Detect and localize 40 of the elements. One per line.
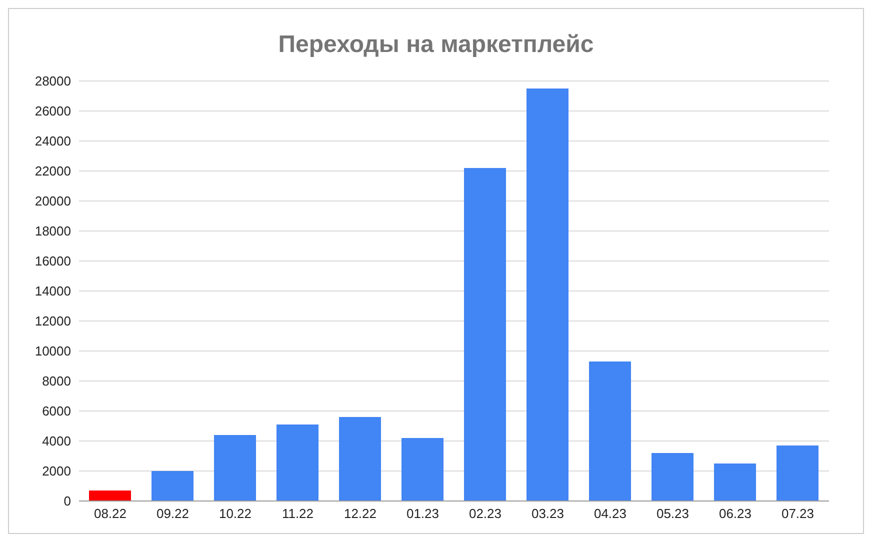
x-tick-label: 06.23: [718, 506, 752, 522]
x-tick-label: 11.22: [282, 506, 314, 522]
y-tick-label: 4000: [42, 434, 71, 449]
bar: [652, 453, 694, 501]
bar: [526, 88, 568, 501]
y-tick-label: 18000: [34, 224, 71, 239]
x-tick-label: 01.23: [406, 506, 440, 522]
y-tick-label: 0: [64, 494, 71, 509]
y-tick-label: 2000: [42, 464, 71, 479]
y-tick-label: 12000: [34, 314, 71, 329]
x-tick-label: 12.22: [344, 506, 377, 522]
y-tick-label: 26000: [34, 104, 71, 119]
y-tick-label: 14000: [34, 284, 71, 299]
x-tick-label: 05.23: [656, 506, 690, 522]
bar: [89, 490, 131, 501]
x-tick-label: 07.23: [781, 506, 814, 522]
bar: [776, 446, 818, 501]
x-tick-label: 10.22: [218, 506, 252, 522]
y-tick-label: 10000: [34, 344, 71, 359]
y-tick-label: 6000: [42, 404, 71, 419]
bar: [339, 417, 381, 501]
y-tick-label: 22000: [34, 164, 71, 179]
y-tick-label: 20000: [34, 194, 71, 209]
y-tick-label: 28000: [34, 74, 71, 89]
bar: [589, 362, 631, 501]
bar: [714, 464, 756, 501]
bar: [464, 168, 506, 501]
bar: [276, 424, 318, 501]
bar: [402, 438, 444, 501]
bar: [214, 435, 256, 501]
x-tick-label: 04.23: [594, 506, 627, 522]
x-tick-label: 02.23: [468, 506, 502, 522]
bar: [152, 471, 194, 501]
y-tick-label: 16000: [34, 254, 71, 269]
y-tick-label: 24000: [34, 134, 71, 149]
x-tick-label: 09.22: [156, 506, 190, 522]
x-tick-label: 08.22: [94, 506, 127, 522]
x-tick-label: 03.23: [531, 506, 564, 522]
y-tick-label: 8000: [42, 374, 71, 389]
chart-title: Переходы на маркетплейс: [277, 30, 595, 60]
